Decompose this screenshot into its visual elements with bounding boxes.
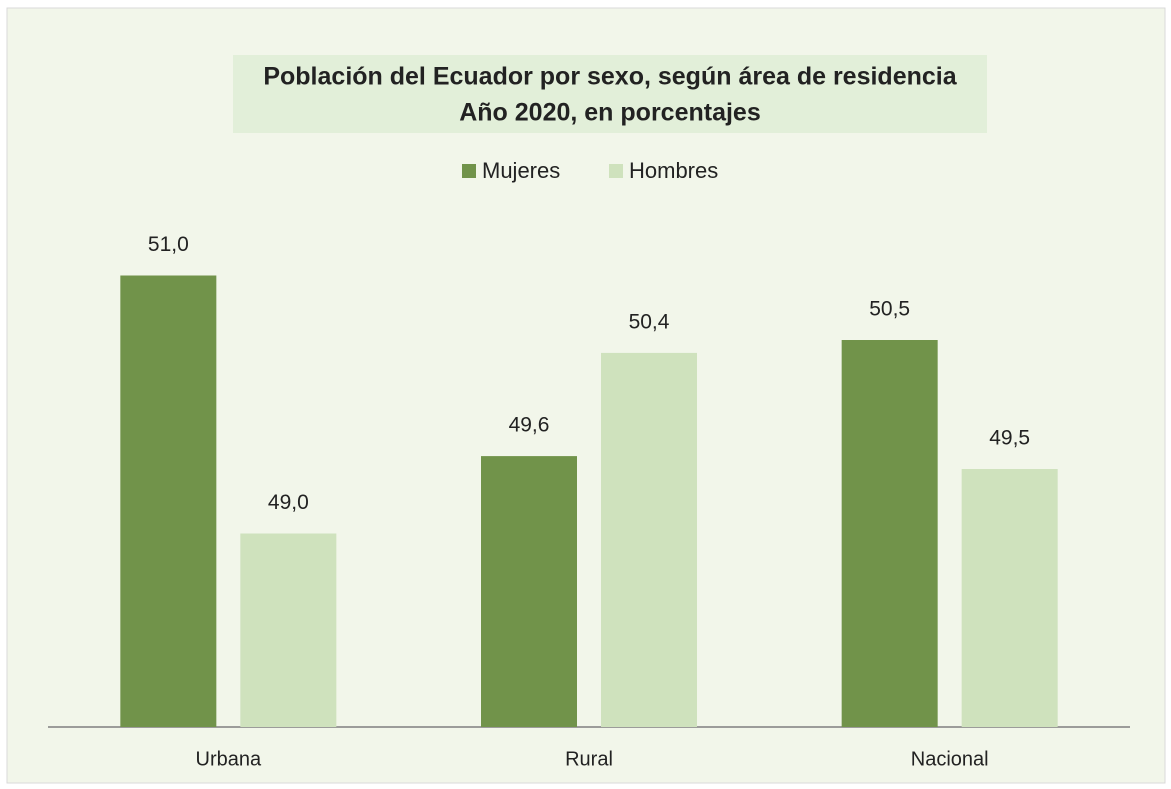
data-label: 49,6 xyxy=(509,414,550,437)
data-label: 50,5 xyxy=(869,298,910,321)
bar xyxy=(120,275,217,727)
legend-label: Mujeres xyxy=(482,158,560,183)
x-tick-label: Urbana xyxy=(196,748,262,770)
legend-swatch xyxy=(609,164,623,178)
bar xyxy=(841,340,938,727)
chart-subtitle: Año 2020, en porcentajes xyxy=(459,99,761,127)
bar xyxy=(601,352,697,727)
data-label: 49,0 xyxy=(268,491,309,514)
bar xyxy=(961,469,1058,727)
bar xyxy=(481,456,577,727)
x-tick-label: Nacional xyxy=(911,748,989,770)
legend-swatch xyxy=(462,164,476,178)
data-label: 49,5 xyxy=(989,427,1030,450)
x-tick-label: Rural xyxy=(565,748,613,770)
title-box xyxy=(233,55,987,133)
data-label: 50,4 xyxy=(629,310,670,333)
data-label: 51,0 xyxy=(148,233,189,256)
chart-title: Población del Ecuador por sexo, según ár… xyxy=(263,63,957,91)
legend-label: Hombres xyxy=(629,158,718,183)
bar xyxy=(240,533,337,727)
